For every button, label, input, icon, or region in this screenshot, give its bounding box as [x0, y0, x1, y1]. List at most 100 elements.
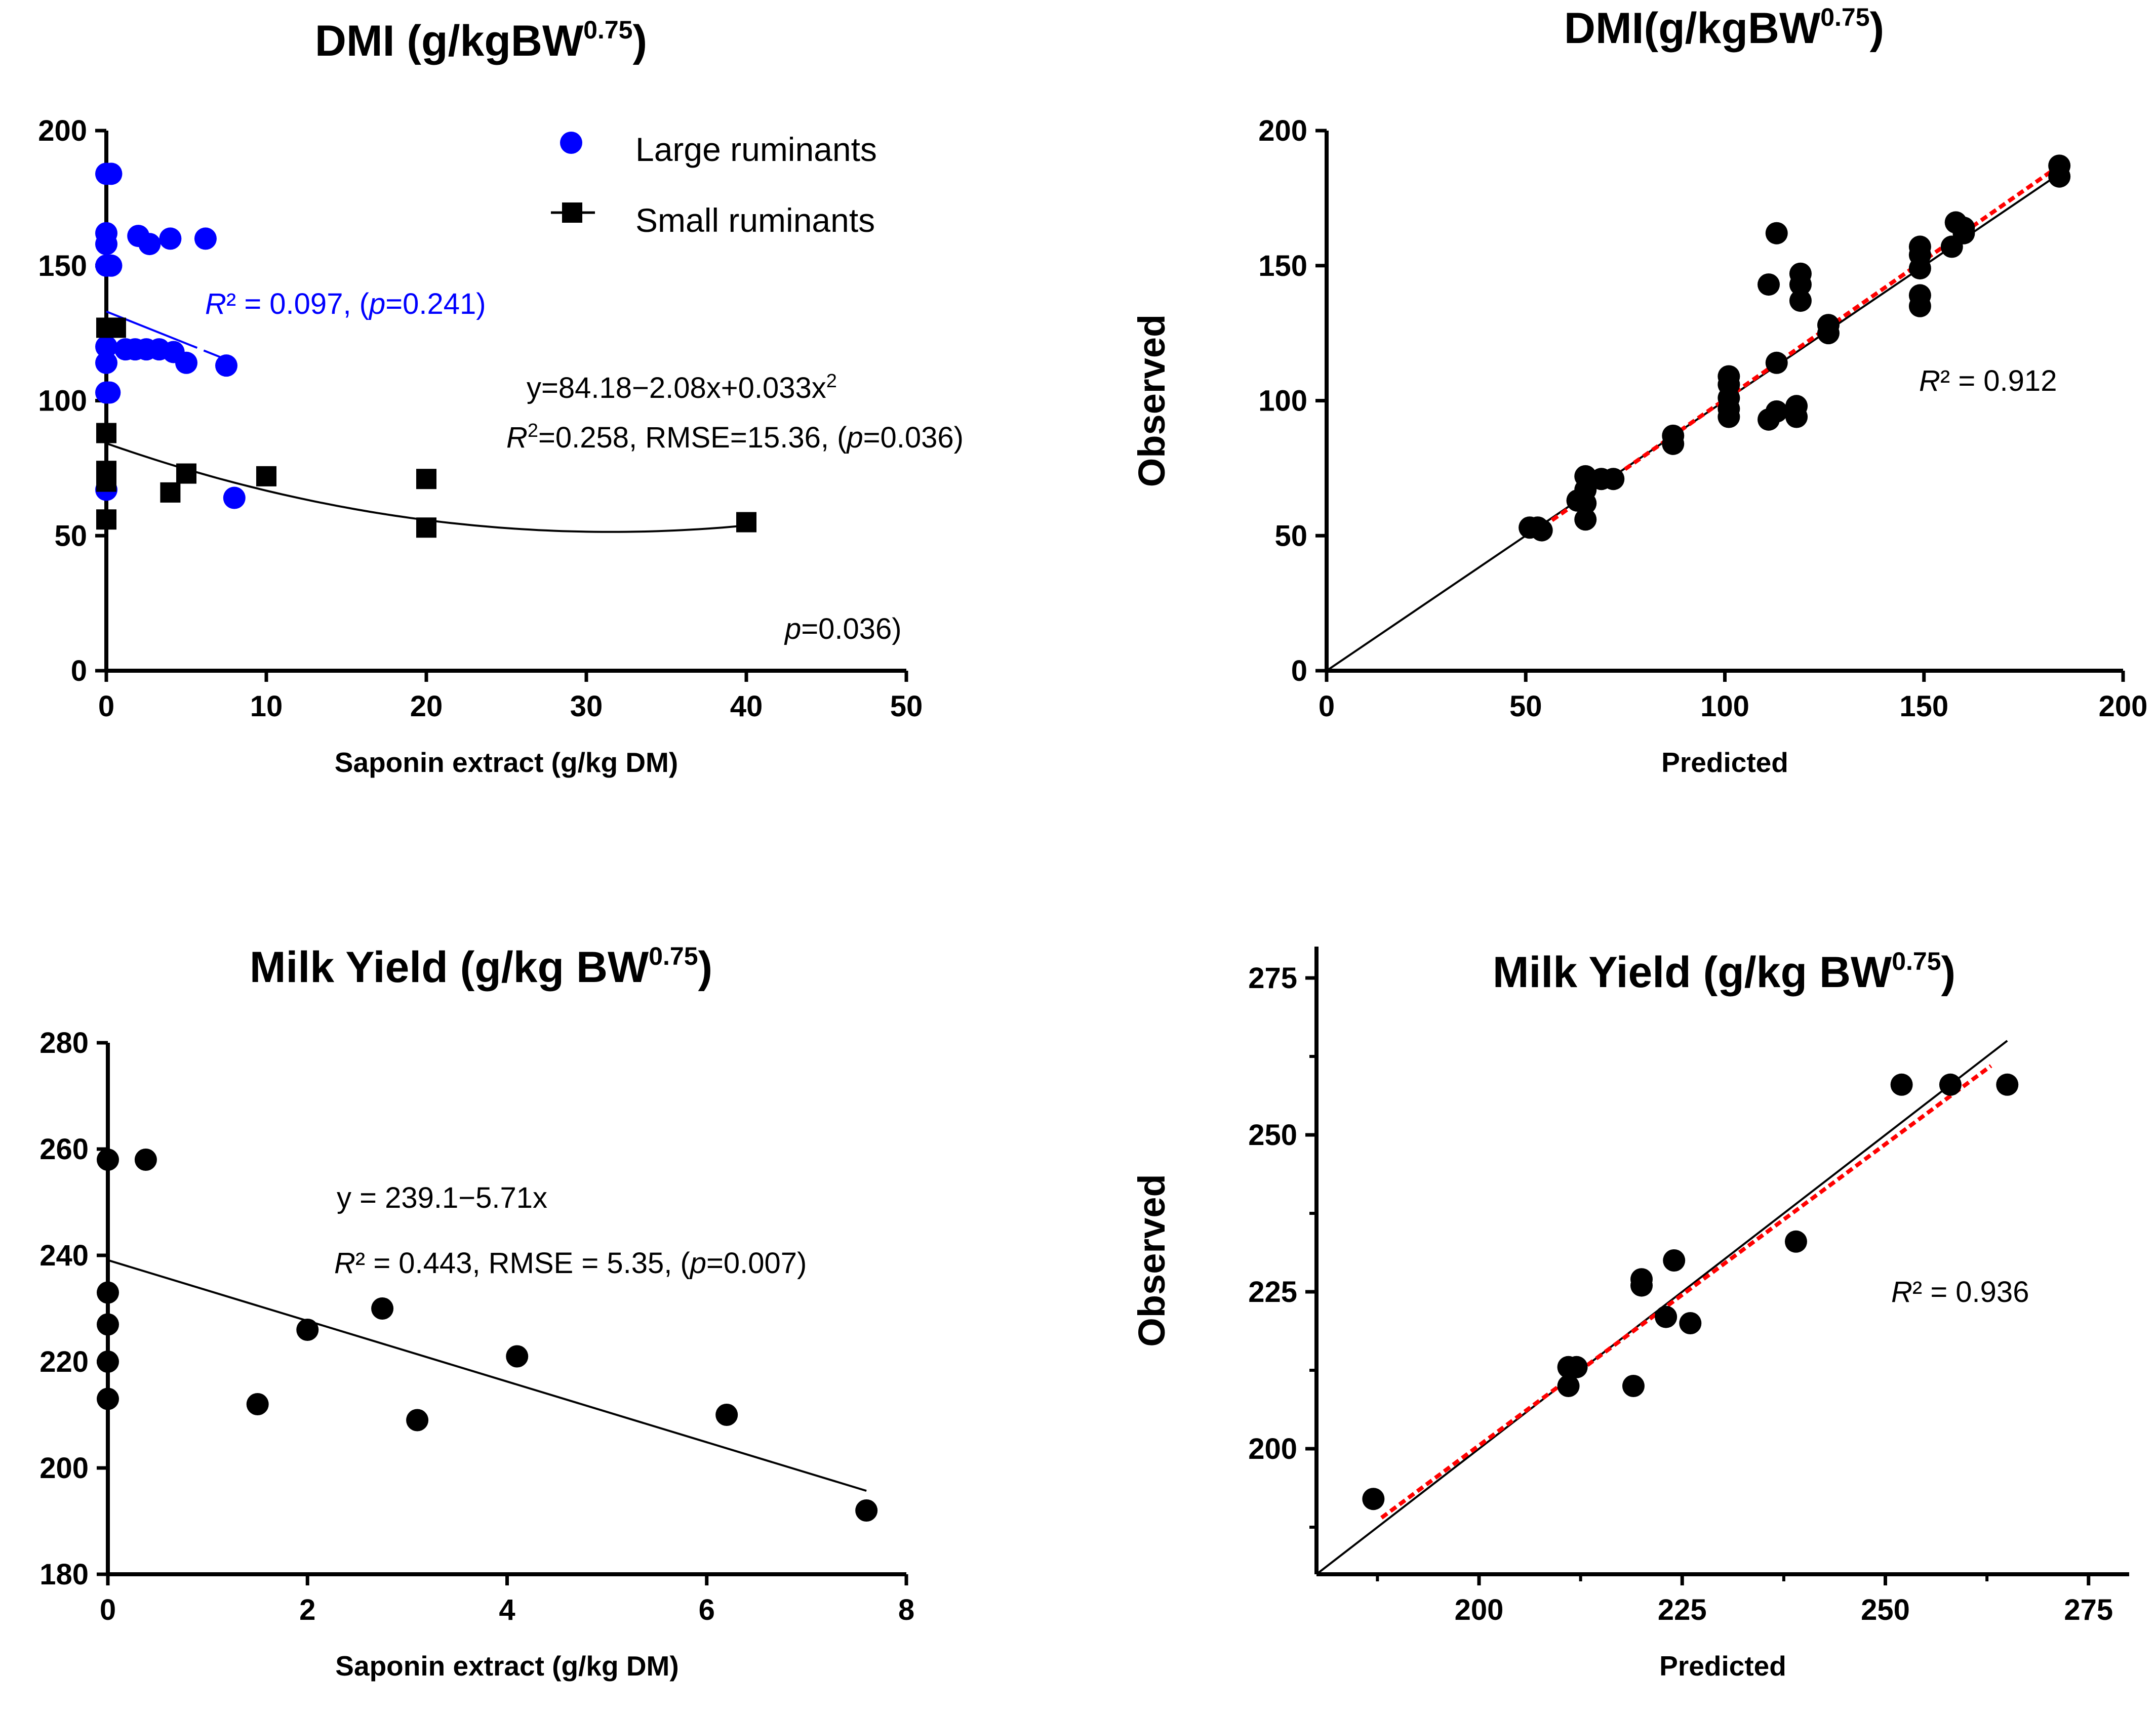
fit-line-large: [106, 310, 179, 342]
data-point: [95, 335, 117, 358]
data-point: [1765, 351, 1788, 374]
y-axis-label: Observed: [1131, 1174, 1173, 1346]
y-tick-label: 150: [38, 250, 87, 282]
y-tick-label: 50: [1274, 519, 1307, 552]
annotation-stats-part: R: [506, 421, 528, 454]
annotation-blue-r2-part: p: [368, 288, 385, 320]
data-point: [1557, 1375, 1580, 1397]
x-tick-label: 40: [730, 690, 763, 723]
data-point: [1939, 1073, 1962, 1096]
data-point: [1662, 432, 1685, 455]
annotation-stats-part: =0.007): [706, 1247, 807, 1280]
data-point: [506, 1345, 529, 1368]
annotation-r2-part: ² = 0.936: [1912, 1276, 2029, 1309]
x-tick-label: 100: [1700, 690, 1749, 723]
data-point: [560, 132, 582, 154]
x-tick-label: 275: [2064, 1594, 2113, 1626]
data-point: [416, 517, 436, 538]
data-point: [1890, 1073, 1913, 1096]
chart-panel-3: 0 2 4 6 8 180 200 220 240 260 280 Saponin extract (…: [39, 1027, 914, 1682]
y-tick-label: 100: [38, 385, 87, 418]
chart-title-part: ): [1870, 4, 1885, 53]
y-axis-label: Observed: [1131, 314, 1173, 487]
y-tick-label: 200: [1258, 114, 1307, 147]
data-point: [1789, 290, 1812, 312]
data-point: [406, 1409, 429, 1432]
data-point: [1718, 405, 1740, 428]
data-point: [1785, 405, 1808, 428]
y-tick-label: 0: [1291, 655, 1307, 687]
data-point: [246, 1393, 269, 1415]
data-point: [223, 486, 246, 509]
annotation-stats-part: 2: [528, 420, 538, 441]
data-point: [134, 1149, 157, 1171]
x-tick-label: 10: [250, 690, 283, 723]
data-point: [95, 233, 117, 256]
annotation-stats-part: p: [689, 1247, 706, 1280]
chart-title: Milk Yield (g/kg BW0.75): [250, 942, 712, 992]
data-point: [176, 463, 196, 484]
data-point: [1663, 1249, 1686, 1272]
chart-title-part: DMI(g/kgBW: [1564, 4, 1821, 53]
data-point: [736, 512, 756, 533]
y-tick-label: 100: [1258, 385, 1307, 418]
data-point: [1679, 1312, 1702, 1334]
data-point: [138, 233, 161, 256]
annotation-blue-r2-part: R: [205, 288, 226, 320]
data-point: [1789, 273, 1812, 296]
x-tick-label: 225: [1658, 1594, 1707, 1626]
data-point: [855, 1499, 878, 1522]
chart-title-part: DMI (g/kgBW: [315, 17, 584, 65]
data-point: [1784, 1230, 1807, 1253]
data-point: [215, 354, 237, 377]
data-point: [194, 227, 217, 250]
x-tick-label: 0: [1319, 690, 1335, 723]
y-tick-label: 180: [39, 1558, 89, 1591]
y-tick-label: 240: [39, 1239, 89, 1272]
y-tick-label: 260: [39, 1133, 89, 1166]
y-tick-label: 220: [39, 1345, 89, 1378]
data-point: [95, 351, 117, 374]
y-tick-label: 250: [1248, 1119, 1297, 1152]
x-tick-label: 200: [2099, 690, 2148, 723]
data-point: [97, 1149, 119, 1171]
annotation-equation: y=84.18−2.08x+0.033x2: [527, 371, 837, 404]
data-point: [1908, 295, 1931, 317]
data-point: [1655, 1305, 1678, 1328]
y-tick-label: 225: [1248, 1276, 1297, 1309]
data-point: [1530, 519, 1553, 542]
data-point: [1565, 1356, 1588, 1378]
annotation-trailing-part: p: [784, 612, 801, 645]
chart-title-part: 0.75: [1820, 3, 1869, 31]
x-tick-label: 8: [898, 1594, 914, 1626]
data-point: [105, 317, 126, 338]
legend-label-large: Large ruminants: [635, 131, 877, 168]
x-tick-label: 150: [1899, 690, 1948, 723]
y-tick-label: 200: [38, 114, 87, 147]
data-point: [97, 1387, 119, 1410]
annotation-stats-part: =0.036): [863, 421, 964, 454]
x-axis-label: Saponin extract (g/kg DM): [335, 747, 678, 778]
data-point: [175, 351, 197, 374]
y-tick-label: 200: [1248, 1433, 1297, 1465]
chart-title-part: 0.75: [1892, 947, 1941, 975]
annotation-trailing: p=0.036): [784, 612, 902, 645]
legend-label-small: Small ruminants: [635, 201, 875, 239]
data-point: [1758, 273, 1780, 296]
annotation-r2-part: R: [1891, 1276, 1912, 1309]
data-point: [1630, 1274, 1653, 1297]
chart-title-part: 0.75: [649, 942, 698, 970]
annotation-blue-r2: R² = 0.097, (p=0.241): [205, 288, 486, 320]
fit-line-red: [1380, 1064, 1992, 1520]
chart-panel-4: 200 225 250 275 200 225 250 275 Predicted Observe…: [1131, 947, 2129, 1682]
x-tick-label: 2: [299, 1594, 315, 1626]
data-point: [96, 471, 116, 492]
annotation-equation: y = 239.1−5.71x: [337, 1181, 547, 1214]
annotation-equation-part: y=84.18−2.08x+0.033x: [527, 372, 826, 404]
data-point: [715, 1404, 738, 1426]
annotation-stats: R2=0.258, RMSE=15.36, (p=0.036): [506, 420, 964, 454]
data-point: [97, 1351, 119, 1373]
y-tick-label: 280: [39, 1027, 89, 1059]
data-point: [1765, 222, 1788, 244]
data-point: [100, 162, 123, 185]
